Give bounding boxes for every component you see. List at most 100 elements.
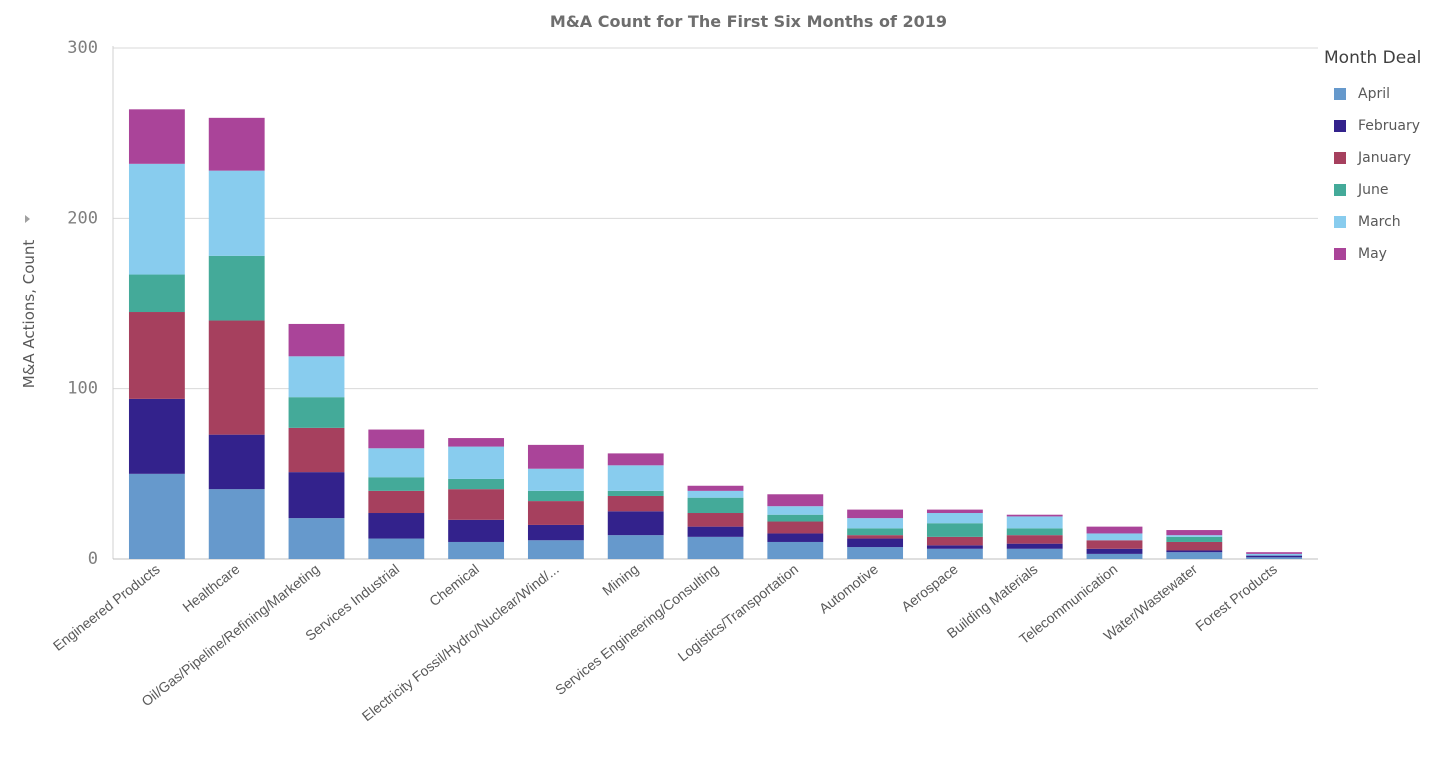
bar-segment[interactable]	[687, 490, 744, 498]
bar-segment[interactable]	[1086, 533, 1143, 541]
bar-stack[interactable]	[288, 323, 345, 559]
legend-item[interactable]: February	[1324, 110, 1421, 142]
bar-segment[interactable]	[847, 538, 904, 548]
legend-item[interactable]: June	[1324, 174, 1421, 206]
bar-segment[interactable]	[448, 478, 505, 490]
bar-segment[interactable]	[607, 453, 664, 466]
legend-item[interactable]: March	[1324, 206, 1421, 238]
bar-stack[interactable]	[607, 453, 664, 559]
bar-segment[interactable]	[448, 541, 505, 559]
bar-segment[interactable]	[1246, 557, 1303, 559]
bar-segment[interactable]	[368, 448, 425, 478]
bar-segment[interactable]	[687, 485, 744, 491]
bar-segment[interactable]	[208, 434, 265, 490]
bar-stack[interactable]	[767, 494, 824, 559]
bar-segment[interactable]	[288, 472, 345, 519]
bar-segment[interactable]	[767, 521, 824, 534]
bar-stack[interactable]	[527, 444, 584, 559]
bar-segment[interactable]	[527, 524, 584, 541]
bar-stack[interactable]	[847, 509, 904, 559]
bar-segment[interactable]	[208, 320, 265, 435]
bar-segment[interactable]	[847, 547, 904, 559]
bar-segment[interactable]	[1246, 552, 1303, 554]
bar-stack[interactable]	[448, 438, 505, 559]
bar-segment[interactable]	[288, 427, 345, 473]
bar-segment[interactable]	[847, 535, 904, 539]
bar-segment[interactable]	[128, 473, 185, 559]
bar-segment[interactable]	[1086, 540, 1143, 549]
bar-segment[interactable]	[128, 398, 185, 474]
bar-segment[interactable]	[607, 465, 664, 491]
bar-segment[interactable]	[208, 117, 265, 171]
bar-segment[interactable]	[1166, 550, 1223, 553]
bar-segment[interactable]	[607, 511, 664, 536]
bar-segment[interactable]	[1166, 541, 1223, 551]
bar-segment[interactable]	[128, 274, 185, 313]
bar-segment[interactable]	[1006, 543, 1063, 549]
bar-segment[interactable]	[687, 526, 744, 537]
bar-segment[interactable]	[607, 495, 664, 512]
bar-segment[interactable]	[687, 497, 744, 514]
bar-segment[interactable]	[368, 513, 425, 539]
bar-segment[interactable]	[926, 523, 983, 537]
legend-item[interactable]: April	[1324, 78, 1421, 110]
bar-segment[interactable]	[527, 501, 584, 525]
bar-segment[interactable]	[1246, 555, 1303, 558]
bar-segment[interactable]	[448, 438, 505, 447]
bar-segment[interactable]	[1166, 536, 1223, 542]
bar-segment[interactable]	[368, 538, 425, 559]
bar-segment[interactable]	[527, 444, 584, 469]
bar-stack[interactable]	[1006, 514, 1063, 559]
bar-segment[interactable]	[368, 490, 425, 514]
bar-segment[interactable]	[767, 494, 824, 507]
legend-item[interactable]: January	[1324, 142, 1421, 174]
bar-stack[interactable]	[368, 429, 425, 559]
bar-segment[interactable]	[1006, 516, 1063, 529]
bar-segment[interactable]	[448, 446, 505, 479]
bar-stack[interactable]	[1246, 552, 1303, 559]
bar-stack[interactable]	[926, 509, 983, 559]
bar-segment[interactable]	[448, 519, 505, 542]
bar-stack[interactable]	[208, 117, 265, 559]
bar-stack[interactable]	[1166, 530, 1223, 559]
bar-segment[interactable]	[288, 356, 345, 398]
bar-segment[interactable]	[288, 323, 345, 357]
bar-segment[interactable]	[368, 477, 425, 491]
bar-segment[interactable]	[128, 163, 185, 275]
bar-segment[interactable]	[926, 548, 983, 559]
bar-segment[interactable]	[1006, 514, 1063, 517]
bar-segment[interactable]	[1166, 552, 1223, 559]
bar-segment[interactable]	[527, 468, 584, 491]
bar-segment[interactable]	[767, 541, 824, 559]
bar-segment[interactable]	[1006, 528, 1063, 536]
bar-segment[interactable]	[128, 109, 185, 164]
bar-segment[interactable]	[767, 506, 824, 515]
axis-toggle-icon[interactable]	[25, 215, 30, 223]
bar-segment[interactable]	[926, 536, 983, 546]
bar-segment[interactable]	[1006, 535, 1063, 544]
legend-item[interactable]: May	[1324, 238, 1421, 270]
bar-segment[interactable]	[926, 509, 983, 514]
bar-segment[interactable]	[847, 528, 904, 536]
bar-segment[interactable]	[847, 518, 904, 529]
bar-segment[interactable]	[926, 513, 983, 524]
bar-segment[interactable]	[767, 514, 824, 522]
bar-segment[interactable]	[1006, 548, 1063, 559]
bar-segment[interactable]	[926, 545, 983, 549]
bar-segment[interactable]	[128, 312, 185, 399]
bar-segment[interactable]	[1086, 548, 1143, 554]
bar-segment[interactable]	[687, 513, 744, 527]
bar-segment[interactable]	[1166, 535, 1223, 537]
bar-segment[interactable]	[687, 536, 744, 559]
bar-segment[interactable]	[607, 535, 664, 559]
bar-segment[interactable]	[767, 533, 824, 542]
bar-stack[interactable]	[1086, 526, 1143, 559]
bar-segment[interactable]	[1086, 526, 1143, 534]
bar-segment[interactable]	[208, 255, 265, 321]
bar-segment[interactable]	[1166, 530, 1223, 536]
bar-segment[interactable]	[448, 489, 505, 520]
bar-segment[interactable]	[288, 518, 345, 559]
bar-segment[interactable]	[208, 170, 265, 256]
bar-segment[interactable]	[527, 540, 584, 559]
bar-segment[interactable]	[847, 509, 904, 519]
